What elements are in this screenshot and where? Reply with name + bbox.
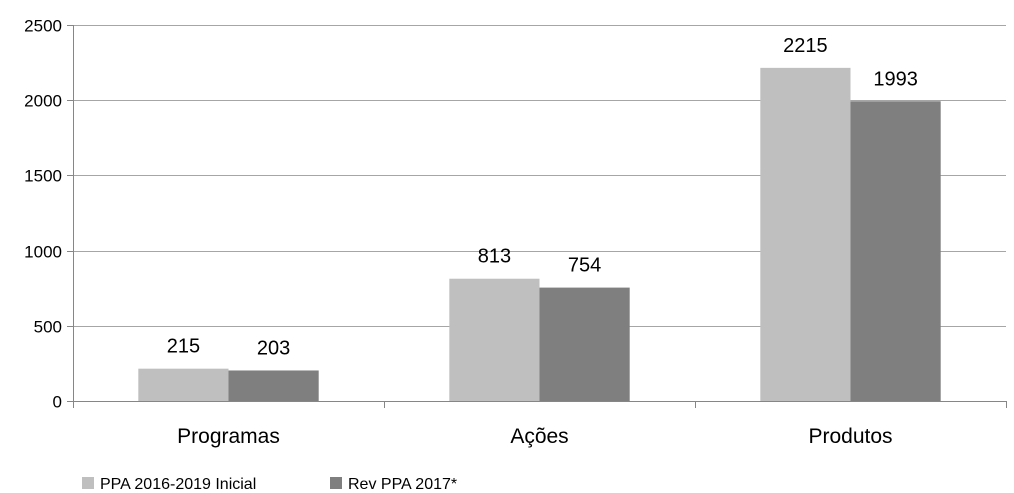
y-tick-label: 0 [53, 393, 62, 412]
legend-label: Rev PPA 2017* [348, 476, 457, 493]
bar-programas-series-2 [228, 370, 319, 401]
bar-programas-series-1 [138, 368, 229, 401]
bar-a-es-series-1 [449, 278, 540, 401]
data-label: 1993 [873, 68, 918, 90]
data-label: 813 [478, 246, 511, 268]
y-tick-label: 2500 [24, 17, 62, 36]
axes: 0 500 1000 1500 2000 2500 Programas Ações Produt… [24, 17, 1007, 448]
data-label: 203 [257, 337, 290, 359]
bar-produtos-series-2 [850, 101, 941, 401]
y-tick-label: 1500 [24, 167, 62, 186]
legend: PPA 2016-2019 Inicial Rev PPA 2017* [82, 476, 457, 493]
legend-swatch [330, 477, 342, 489]
bar-a-es-series-2 [539, 287, 630, 401]
x-category-label: Programas [177, 425, 280, 448]
data-label: 754 [568, 255, 601, 277]
y-tick-label: 1000 [24, 243, 62, 262]
data-labels: 215 203 813 754 2215 1993 [167, 35, 918, 360]
y-tick-label: 500 [34, 318, 62, 337]
x-category-label: Produtos [808, 425, 892, 448]
data-label: 2215 [783, 35, 828, 57]
y-tick-label: 2000 [24, 92, 62, 111]
legend-swatch [82, 477, 94, 489]
x-category-label: Ações [510, 425, 568, 448]
bars [138, 67, 941, 401]
bar-produtos-series-1 [760, 67, 851, 401]
legend-label: PPA 2016-2019 Inicial [100, 476, 256, 493]
data-label: 215 [167, 336, 200, 358]
